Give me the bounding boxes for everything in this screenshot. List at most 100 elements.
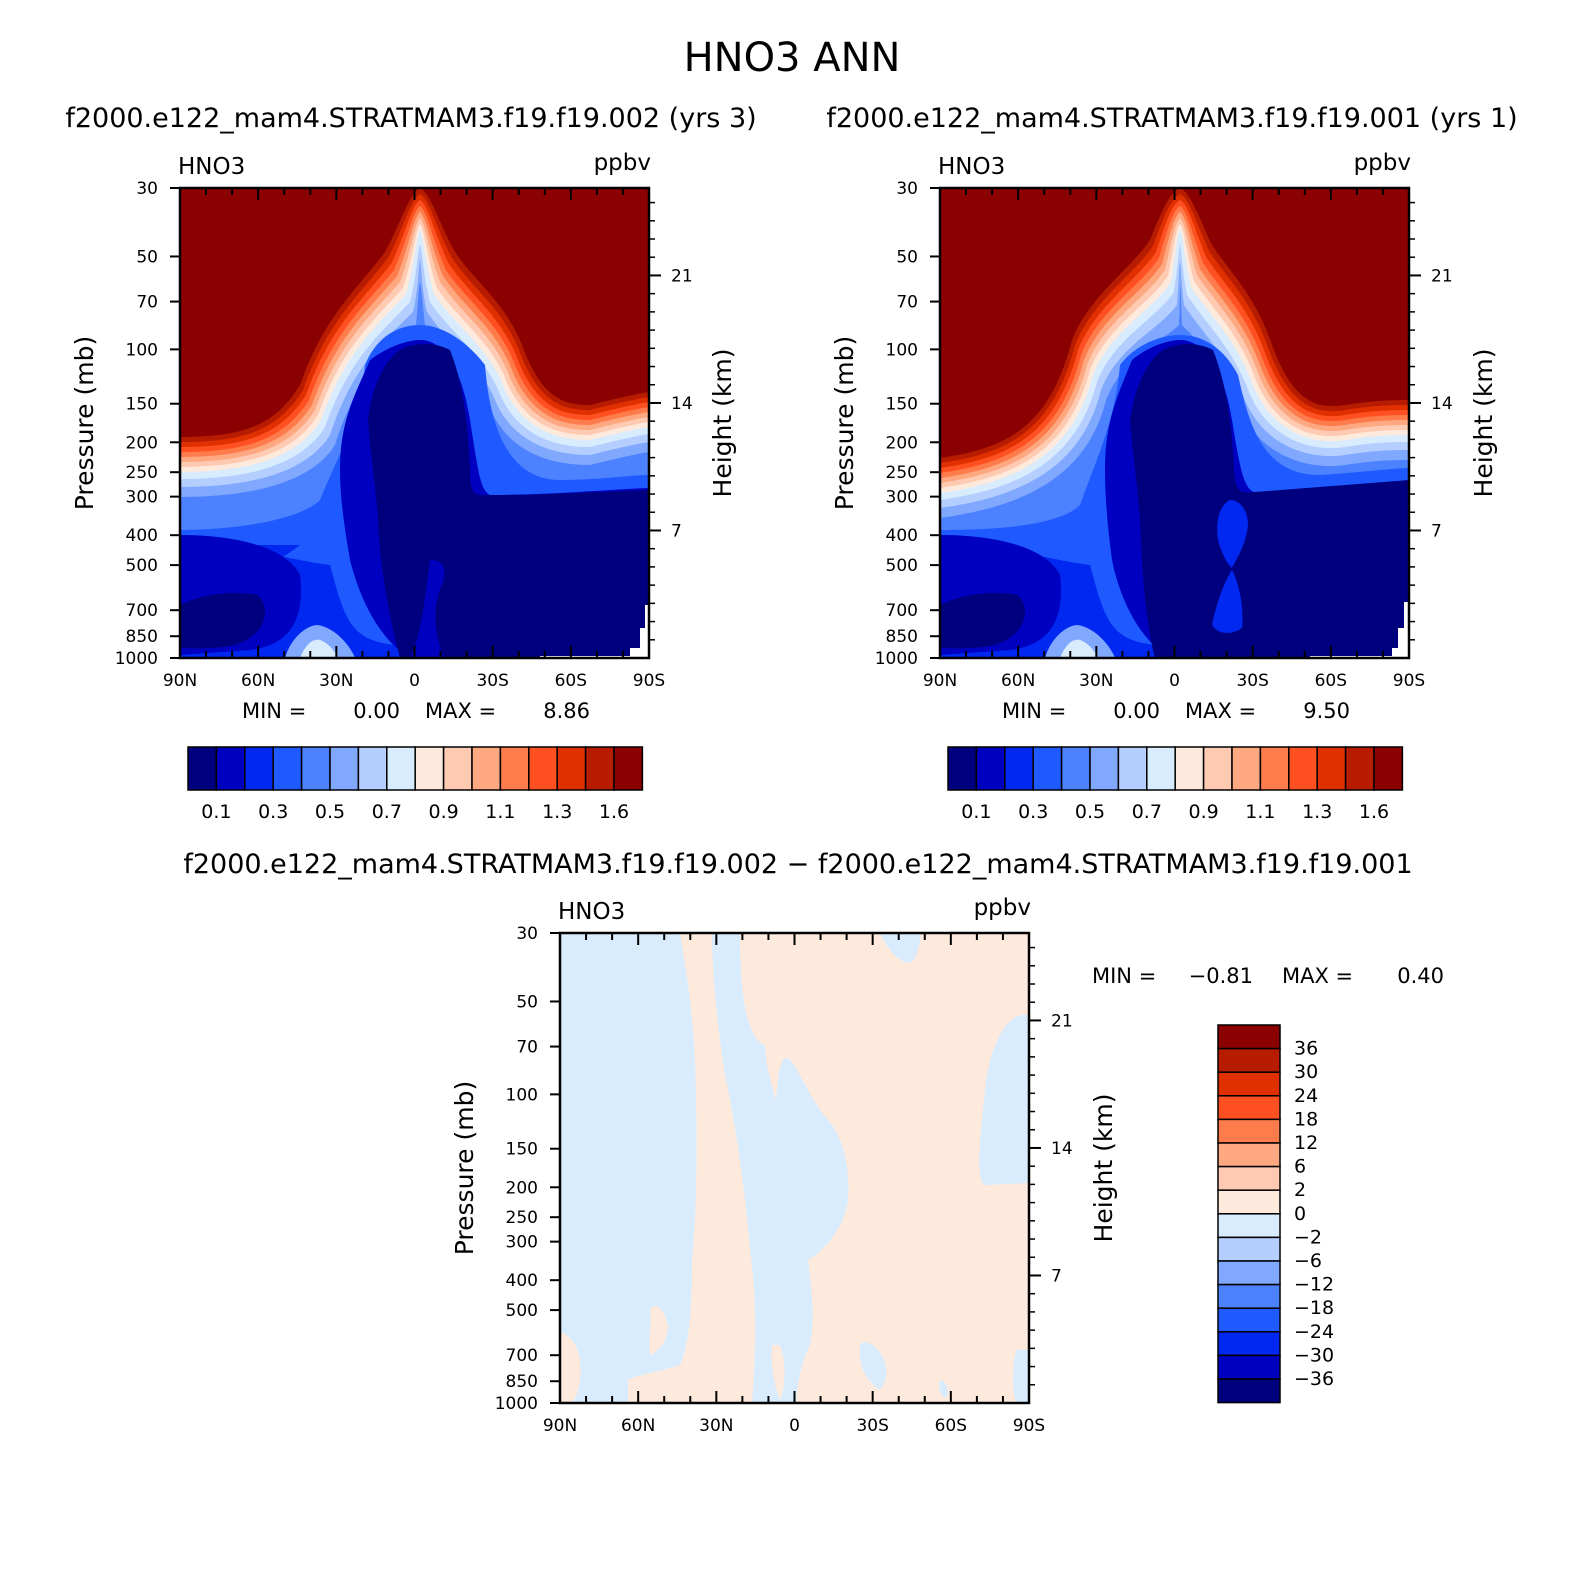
colorbar-swatch — [1259, 746, 1290, 791]
min-label-case2: MIN = — [1002, 699, 1066, 723]
colorbar-swatch — [1217, 1118, 1281, 1144]
colorbar-swatch — [1004, 746, 1034, 791]
colorbar-swatch — [1089, 746, 1120, 791]
variable-label-case2: HNO3 — [938, 154, 1005, 180]
colorbar-swatch — [1174, 746, 1205, 791]
colorbar-label: 1.3 — [1302, 801, 1332, 823]
y-axis-right-title-diff: Height (km) — [1089, 1094, 1118, 1243]
positive-band-0-2 — [628, 933, 756, 1403]
min-label-case1: MIN = — [242, 699, 306, 723]
colorbar-label: −12 — [1294, 1274, 1334, 1296]
min-value-case1: 0.00 — [353, 699, 400, 723]
y-tick-label: 50 — [896, 247, 918, 267]
colorbar-swatch — [272, 746, 303, 791]
colorbar-label: 36 — [1294, 1038, 1318, 1060]
colorbar-swatch — [528, 746, 558, 791]
contour-band-0.01 — [180, 344, 649, 658]
contour-island-0.03 — [1212, 500, 1248, 633]
colorbar-swatch — [1217, 1095, 1281, 1121]
y-tick-label: 500 — [126, 556, 158, 576]
colorbar-swatch — [1217, 1354, 1281, 1380]
colorbar-swatch — [1217, 1071, 1281, 1097]
y-tick-label: 30 — [516, 924, 538, 944]
colorbar-label: 0.1 — [961, 801, 991, 823]
y-right-tick-label: 7 — [1051, 1266, 1062, 1286]
colorbar-label: 0.9 — [428, 801, 458, 823]
min-value-diff: −0.81 — [1189, 964, 1253, 988]
subtitle-diff: f2000.e122_mam4.STRATMAM3.f19.f19.002 − … — [183, 849, 1412, 880]
y-tick-label: 100 — [886, 340, 918, 360]
y-tick-label: 850 — [886, 627, 918, 647]
colorbar-swatch — [187, 746, 218, 791]
colorbar-swatch — [386, 746, 416, 791]
colorbar-swatch — [1288, 746, 1318, 791]
colorbar-swatch — [947, 746, 978, 791]
y-tick-label: 250 — [886, 463, 918, 483]
panel-case1: 90N 60N 30N 0 30S 60S 90S 30507010015020025030… — [70, 150, 737, 823]
colorbar-label: 0.3 — [1018, 801, 1048, 823]
y-tick-label: 70 — [896, 293, 918, 313]
x-tick-label: 90S — [1393, 671, 1425, 691]
colorbar-swatch — [1217, 1165, 1281, 1191]
y-tick-label: 250 — [506, 1208, 538, 1228]
x-tick-label: 60N — [241, 671, 275, 691]
colorbar-label: 1.6 — [599, 801, 629, 823]
colorbar-label: 0.9 — [1188, 801, 1218, 823]
max-value-diff: 0.40 — [1397, 964, 1444, 988]
y-tick-label: 850 — [506, 1372, 538, 1392]
y-tick-label: 100 — [126, 340, 158, 360]
subtitle-case1: f2000.e122_mam4.STRATMAM3.f19.f19.002 (y… — [65, 103, 756, 134]
y-right-tick-label: 21 — [671, 266, 693, 286]
max-value-case1: 8.86 — [543, 699, 590, 723]
x-axis-case1: 90N 60N 30N 0 30S 60S 90S — [163, 188, 665, 691]
y-tick-label: 200 — [126, 433, 158, 453]
colorbar-label: 0.7 — [1132, 801, 1162, 823]
colorbar-label: 0.1 — [201, 801, 231, 823]
y-right-tick-label: 14 — [671, 394, 693, 414]
x-tick-label: 30N — [319, 671, 353, 691]
y-tick-label: 400 — [506, 1271, 538, 1291]
x-axis-diff: 90N 60N 30N 0 30S 60S 90S — [543, 933, 1045, 1436]
y-axis-title-case2: Pressure (mb) — [830, 336, 859, 510]
variable-label-diff: HNO3 — [558, 899, 625, 925]
colorbar-label: 0.5 — [315, 801, 345, 823]
y-tick-label: 100 — [506, 1085, 538, 1105]
x-tick-label: 60S — [935, 1416, 967, 1436]
y-tick-label: 200 — [886, 433, 918, 453]
units-label-diff: ppbv — [974, 895, 1031, 921]
colorbar-swatch — [584, 746, 615, 791]
colorbar-label: 30 — [1294, 1061, 1318, 1083]
x-tick-label: 30S — [1236, 671, 1268, 691]
colorbar-label: 24 — [1294, 1085, 1318, 1107]
variable-label-case1: HNO3 — [178, 154, 245, 180]
y-tick-label: 1000 — [495, 1394, 538, 1414]
y-tick-label: 400 — [126, 526, 158, 546]
y-tick-label: 30 — [896, 179, 918, 199]
y-tick-label: 70 — [516, 1038, 538, 1058]
colorbar-swatch — [613, 746, 644, 791]
colorbar-label: 0 — [1294, 1203, 1306, 1225]
colorbar-swatch — [1060, 746, 1091, 791]
colorbar-swatch — [1217, 1378, 1281, 1404]
colorbar-swatch — [215, 746, 246, 791]
max-value-case2: 9.50 — [1303, 699, 1350, 723]
colorbar-swatch — [499, 746, 530, 791]
colorbar-swatch — [1217, 1213, 1281, 1239]
colorbar-swatch — [329, 746, 360, 791]
x-tick-label: 60N — [1001, 671, 1035, 691]
y-axis-right-title-case2: Height (km) — [1469, 349, 1498, 498]
y-axis-title-diff: Pressure (mb) — [450, 1081, 479, 1255]
colorbar-swatch — [1217, 1260, 1281, 1286]
min-value-case2: 0.00 — [1113, 699, 1160, 723]
x-tick-label: 30S — [476, 671, 508, 691]
y-right-tick-label: 7 — [1431, 521, 1442, 541]
y-tick-label: 250 — [126, 463, 158, 483]
colorbar-label: 2 — [1294, 1179, 1306, 1201]
colorbar-swatch — [1217, 1283, 1281, 1309]
y-right-tick-label: 21 — [1051, 1011, 1073, 1031]
colorbar-swatch — [414, 746, 445, 791]
x-tick-label: 90N — [163, 671, 197, 691]
